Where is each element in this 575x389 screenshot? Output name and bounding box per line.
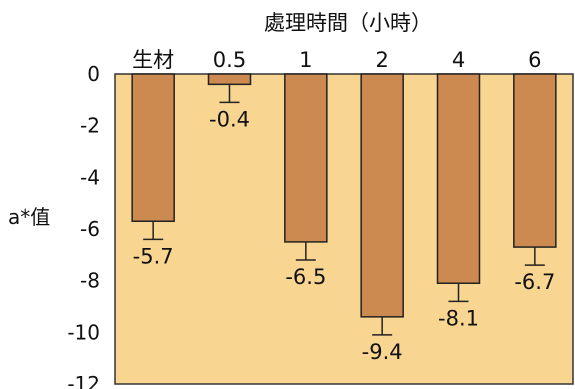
data-label: -5.7 <box>133 244 174 268</box>
category-label: 1 <box>299 48 312 72</box>
y-tick-label: -2 <box>80 114 100 138</box>
data-label: -6.5 <box>285 265 326 289</box>
y-tick-label: 0 <box>87 62 100 86</box>
y-tick-label: -8 <box>80 269 100 293</box>
bar <box>207 73 252 86</box>
bar <box>513 73 557 248</box>
category-label: 6 <box>528 48 541 72</box>
y-axis-title: a*值 <box>8 205 50 229</box>
data-label: -9.4 <box>362 340 403 364</box>
y-tick-label: -4 <box>80 165 100 189</box>
bar-series: -5.7 -0.4 -6.5 -9.4 -8.1 -6.7 <box>131 73 557 364</box>
y-axis: 0 -2 -4 -6 -8 -10 -12 <box>67 62 100 389</box>
category-label: 0.5 <box>213 48 246 72</box>
y-tick-label: -10 <box>67 320 100 344</box>
data-label: -0.4 <box>209 107 250 131</box>
data-label: -6.7 <box>514 270 555 294</box>
category-label: 2 <box>375 48 388 72</box>
x-axis-title: 處理時間（小時） <box>264 11 432 35</box>
category-label: 生材 <box>132 48 174 72</box>
category-label: 4 <box>452 48 465 72</box>
y-tick-label: -6 <box>80 217 100 241</box>
y-tick-label: -12 <box>67 372 100 389</box>
bar <box>360 73 404 318</box>
plot-area <box>114 73 574 385</box>
category-axis: 生材 0.5 1 2 4 6 <box>132 48 541 72</box>
bar <box>131 73 175 222</box>
bar <box>284 73 328 243</box>
data-label: -8.1 <box>438 306 479 330</box>
bar <box>436 73 481 284</box>
